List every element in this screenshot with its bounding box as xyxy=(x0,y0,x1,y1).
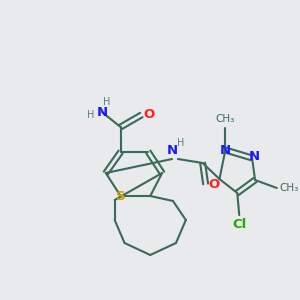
Text: O: O xyxy=(144,109,155,122)
Text: CH₃: CH₃ xyxy=(216,114,235,124)
Text: H: H xyxy=(87,110,94,120)
Text: N: N xyxy=(96,106,107,118)
Text: Cl: Cl xyxy=(232,218,246,232)
Text: CH₃: CH₃ xyxy=(279,183,298,193)
Text: N: N xyxy=(167,145,178,158)
Text: N: N xyxy=(248,151,260,164)
Text: H: H xyxy=(103,97,110,107)
Text: S: S xyxy=(116,190,125,202)
Text: N: N xyxy=(220,143,231,157)
Text: O: O xyxy=(208,178,219,191)
Text: H: H xyxy=(177,138,184,148)
